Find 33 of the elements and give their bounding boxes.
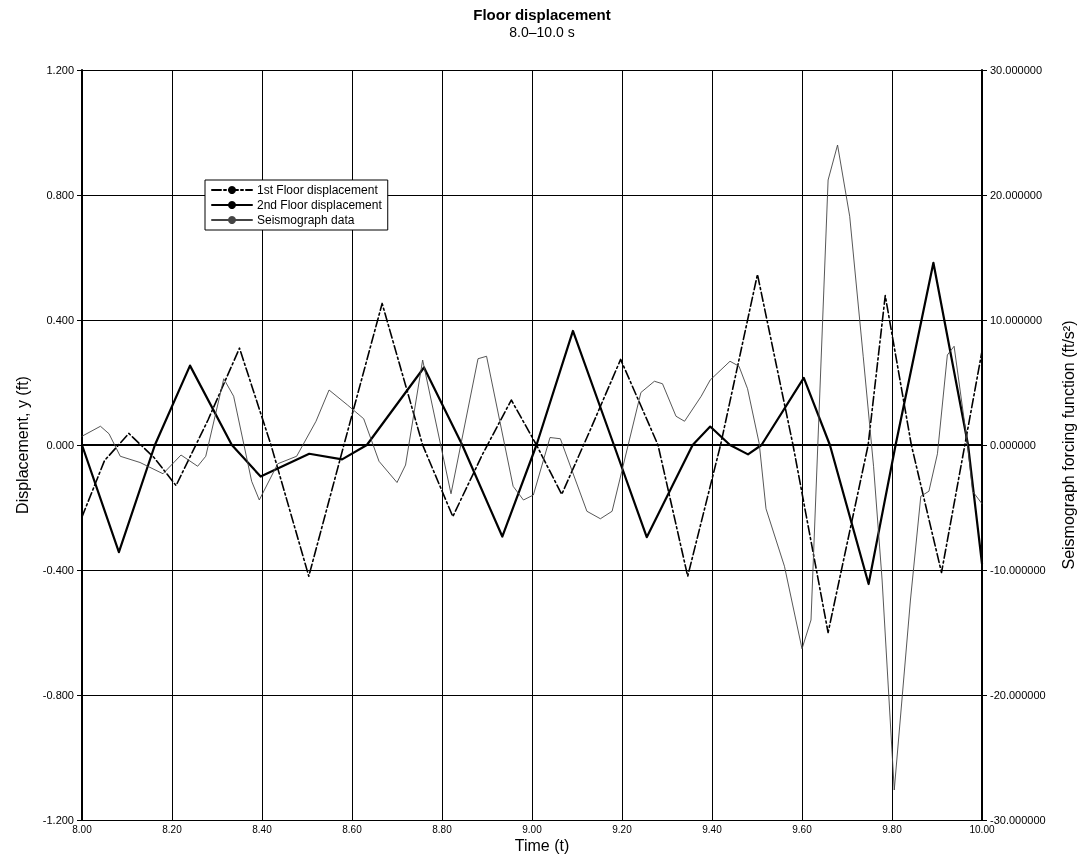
x-tick-label: 8.80 [432, 823, 453, 835]
y2-tick-label: 0.000000 [990, 439, 1036, 451]
chart-subtitle: 8.0–10.0 s [509, 24, 575, 40]
x-axis-title: Time (t) [514, 836, 570, 854]
y-tick-label: -1.200 [42, 814, 74, 826]
y2-tick-label: 30.000000 [990, 64, 1042, 76]
x-tick-label: 9.00 [522, 823, 543, 835]
y2-tick-label: 20.000000 [990, 189, 1042, 201]
x-tick-label: 8.00 [72, 823, 93, 835]
y2-tick-label: -10.000000 [990, 564, 1046, 576]
y-tick-label: 0.800 [46, 189, 74, 201]
x-tick-label: 9.80 [882, 823, 903, 835]
x-tick-label: 9.20 [612, 823, 633, 835]
y2-tick-label: 10.000000 [990, 314, 1042, 326]
y2-tick-label: -20.000000 [990, 689, 1046, 701]
legend-label: Seismograph data [257, 213, 355, 227]
y-axis-title: Displacement, y (ft) [13, 376, 31, 514]
x-tick-label: 8.20 [162, 823, 183, 835]
y-tick-label: -0.400 [42, 564, 74, 576]
chart-title: Floor displacement [473, 6, 611, 23]
legend-label: 1st Floor displacement [257, 183, 379, 197]
y-tick-label: -0.800 [42, 689, 74, 701]
y-tick-label: 1.200 [46, 64, 74, 76]
y2-tick-label: -30.000000 [990, 814, 1046, 826]
x-tick-label: 8.60 [342, 823, 363, 835]
legend-label: 2nd Floor displacement [257, 198, 383, 212]
y-tick-label: 0.400 [46, 314, 74, 326]
x-tick-label: 8.40 [252, 823, 273, 835]
y-tick-label: 0.000 [46, 439, 74, 451]
x-tick-label: 10.00 [969, 823, 995, 835]
x-tick-label: 9.40 [702, 823, 723, 835]
x-tick-label: 9.60 [792, 823, 813, 835]
y2-axis-title: Seismograph forcing function (ft/s²) [1059, 320, 1077, 570]
